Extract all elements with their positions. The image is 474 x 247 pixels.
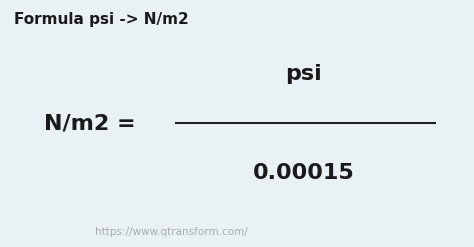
Text: 0.00015: 0.00015 [253,163,354,183]
Text: Formula psi -> N/m2: Formula psi -> N/m2 [14,12,189,27]
Text: https://www.qtransform.com/: https://www.qtransform.com/ [95,227,247,237]
Text: psi: psi [285,64,322,84]
Text: N/m2 =: N/m2 = [44,114,136,133]
